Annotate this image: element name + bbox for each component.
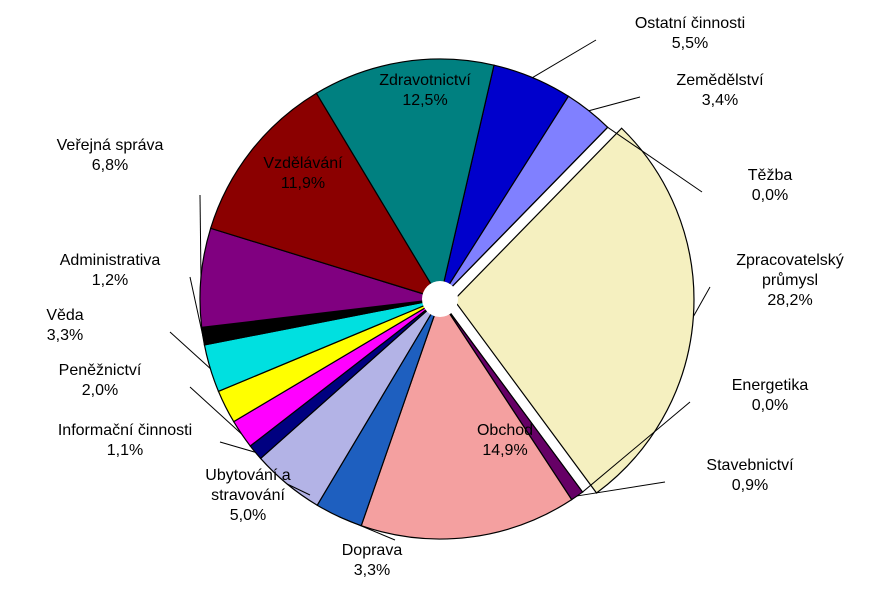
label-informacni-1: 1,1%	[107, 442, 143, 459]
label-zpracovatelsky-1: průmysl	[762, 271, 818, 289]
leader-verejna	[200, 195, 201, 277]
label-ubytovani-2: 5,0%	[230, 507, 266, 524]
leader-zemedelstvi	[589, 97, 640, 111]
label-veda-0: Věda	[46, 307, 83, 324]
label-energetika-0: Energetika	[732, 377, 809, 394]
label-peneznictvi-0: Peněžnictví	[59, 362, 142, 379]
slice-label-vzdelavani-1: 11,9%	[281, 175, 325, 192]
label-stavebnictvi-1: 0,9%	[732, 477, 768, 494]
label-doprava-0: Doprava	[342, 542, 403, 559]
label-stavebnictvi-0: Stavebnictví	[706, 457, 794, 474]
pie-hub	[422, 281, 458, 317]
label-zpracovatelsky-2: 28,2%	[767, 292, 812, 309]
label-energetika-1: 0,0%	[752, 397, 788, 414]
label-verejna-0: Veřejná správa	[57, 137, 164, 154]
label-ostatni-0: Ostatní činnosti	[635, 15, 745, 32]
label-informacni-0: Informační činnosti	[58, 422, 192, 439]
leader-zpracovatelsky	[693, 287, 710, 316]
slice-label-obchod-0: Obchod	[477, 422, 533, 439]
slice-label-obchod-1: 14,9%	[482, 442, 527, 459]
label-verejna-1: 6,8%	[92, 157, 128, 174]
slice-label-zdravotnictvi-1: 12,5%	[402, 92, 447, 109]
slice-label-zdravotnictvi-0: Zdravotnictví	[379, 72, 471, 89]
label-zpracovatelsky-0: Zpracovatelský	[736, 252, 844, 269]
label-doprava-1: 3,3%	[354, 562, 390, 579]
pie-chart-container: Ostatní činnosti 5,5% Zemědělství 3,4% Těžba…	[0, 0, 881, 598]
slice-label-vzdelavani-0: Vzdělávání	[263, 155, 343, 172]
label-zemedelstvi-0: Zemědělství	[676, 72, 764, 89]
pie-chart-svg: Ostatní činnosti 5,5% Zemědělství 3,4% Těžba…	[0, 0, 881, 598]
label-peneznictvi-1: 2,0%	[82, 382, 118, 399]
label-administrativa-1: 1,2%	[92, 272, 128, 289]
label-tezba-1: 0,0%	[752, 187, 788, 204]
label-zemedelstvi-1: 3,4%	[702, 92, 738, 109]
label-ostatni-1: 5,5%	[672, 35, 708, 52]
label-ubytovani-0: Ubytování a	[205, 467, 290, 484]
label-veda-1: 3,3%	[47, 327, 83, 344]
leader-ostatni	[533, 40, 596, 78]
label-ubytovani-1: stravování	[211, 487, 285, 504]
label-tezba-0: Těžba	[748, 167, 793, 184]
label-administrativa-0: Administrativa	[60, 252, 161, 269]
